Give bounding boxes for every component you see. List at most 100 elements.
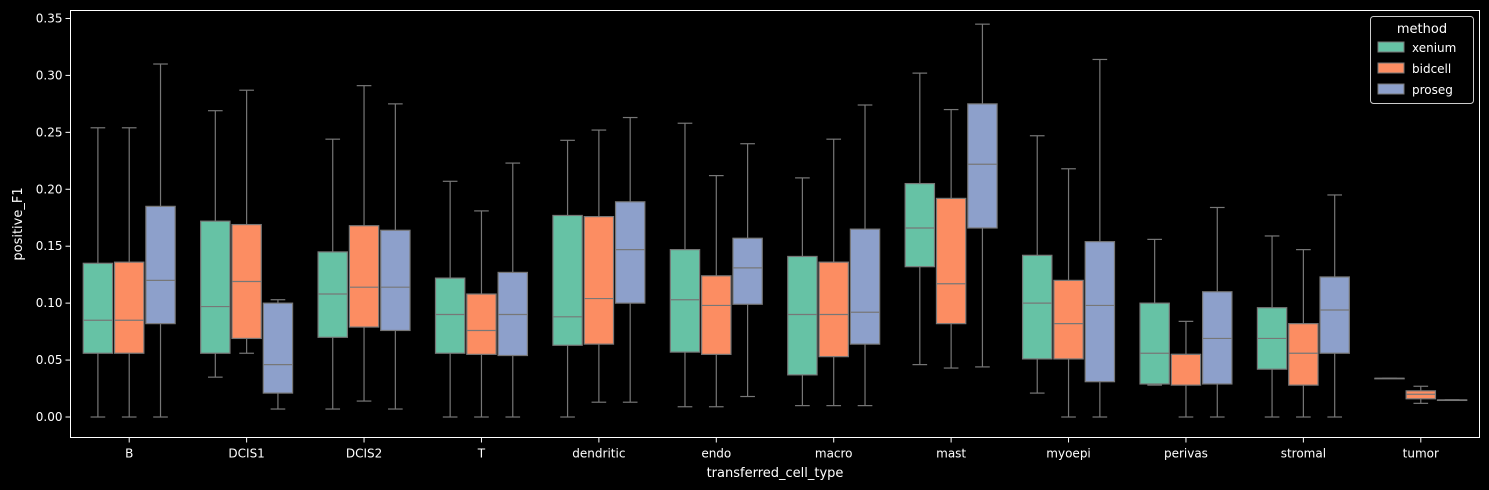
- box-bidcell-tumor: [1405, 385, 1437, 404]
- y-tick-label: 0.10: [36, 296, 63, 310]
- box-xenium-myoepi: [1021, 135, 1053, 394]
- x-tick-label: endo: [701, 447, 731, 461]
- box-proseg-mast: [967, 23, 998, 368]
- box-proseg-stromal: [1319, 194, 1350, 418]
- legend-swatch-xenium: [1377, 41, 1405, 53]
- box-xenium-DCIS2: [317, 138, 348, 410]
- box-proseg-DCIS2: [380, 103, 411, 410]
- box-bidcell-macro: [818, 138, 849, 407]
- box-bidcell-endo: [701, 175, 732, 408]
- box-xenium-DCIS1: [200, 110, 231, 378]
- y-tick-label: 0.35: [36, 11, 63, 25]
- box-xenium-B: [82, 127, 114, 418]
- legend-label-xenium: xenium: [1412, 41, 1456, 55]
- box-iqr: [1288, 323, 1319, 386]
- box-iqr: [145, 205, 176, 325]
- box-xenium-macro: [787, 177, 818, 407]
- box-bidcell-DCIS1: [231, 89, 262, 354]
- box-iqr: [434, 277, 466, 354]
- box-iqr: [1021, 254, 1053, 360]
- box-bidcell-T: [466, 210, 497, 418]
- box-iqr: [669, 249, 701, 353]
- box-bidcell-stromal: [1288, 249, 1319, 418]
- y-axis: 0.00 0.05 0.10 0.15 0.20 0.25 0.30 0.35: [36, 11, 71, 424]
- legend: method xenium bidcell proseg: [1370, 16, 1474, 104]
- box-xenium-dendritic: [552, 139, 583, 418]
- box-iqr: [380, 229, 411, 332]
- box-iqr: [701, 275, 732, 355]
- box-iqr: [1139, 302, 1170, 385]
- box-iqr: [1319, 276, 1350, 354]
- box-iqr: [1053, 279, 1084, 360]
- box-iqr: [787, 255, 818, 376]
- y-tick-label: 0.30: [36, 68, 63, 82]
- box-proseg-endo: [732, 143, 763, 398]
- y-tick-label: 0.20: [36, 182, 63, 196]
- box-xenium-T: [434, 180, 466, 418]
- y-tick-label: 0.15: [36, 239, 63, 253]
- box-xenium-mast: [904, 72, 936, 366]
- box-xenium-tumor: [1374, 377, 1405, 380]
- box-bidcell-B: [113, 127, 145, 418]
- x-tick-label: B: [125, 447, 133, 461]
- x-tick-label: dendritic: [572, 447, 625, 461]
- legend-items: xenium bidcell proseg: [1377, 41, 1456, 97]
- box-iqr: [904, 182, 936, 268]
- y-tick-label: 0.25: [36, 125, 63, 139]
- box-bidcell-mast: [935, 108, 967, 369]
- x-tick-label: perivas: [1164, 447, 1208, 461]
- x-tick-label: myoepi: [1046, 447, 1090, 461]
- box-iqr: [732, 237, 763, 305]
- x-axis-label: transferred_cell_type: [707, 466, 844, 481]
- box-proseg-myoepi: [1084, 58, 1116, 418]
- box-iqr: [113, 261, 145, 354]
- legend-swatch-bidcell: [1377, 62, 1405, 74]
- box-iqr: [935, 197, 967, 325]
- box-bidcell-DCIS2: [348, 85, 380, 402]
- box-proseg-macro: [849, 104, 881, 407]
- box-iqr: [348, 225, 380, 328]
- box-proseg-T: [497, 162, 529, 418]
- legend-title: method: [1397, 22, 1447, 37]
- plot-area: [82, 23, 1468, 418]
- legend-label-bidcell: bidcell: [1412, 62, 1451, 76]
- x-tick-label: T: [477, 447, 486, 461]
- box-proseg-tumor: [1436, 399, 1468, 402]
- box-iqr: [552, 214, 583, 346]
- y-tick-label: 0.00: [36, 410, 63, 424]
- box-xenium-endo: [669, 122, 701, 408]
- box-iqr: [466, 293, 497, 355]
- box-bidcell-myoepi: [1053, 168, 1084, 418]
- box-bidcell-perivas: [1170, 320, 1202, 418]
- box-iqr: [200, 220, 231, 354]
- box-iqr: [818, 261, 849, 358]
- x-tick-label: stromal: [1281, 447, 1326, 461]
- x-tick-label: DCIS1: [228, 447, 264, 461]
- box-xenium-perivas: [1139, 238, 1170, 386]
- box-iqr: [614, 201, 646, 304]
- box-proseg-perivas: [1202, 206, 1233, 418]
- x-tick-label: mast: [936, 447, 966, 461]
- box-bidcell-dendritic: [583, 129, 615, 403]
- box-iqr: [583, 215, 615, 345]
- box-xenium-stromal: [1256, 235, 1288, 418]
- legend-frame: [1370, 16, 1474, 104]
- box-iqr: [1084, 241, 1116, 383]
- y-axis-label: positive_F1: [11, 187, 26, 260]
- box-iqr: [262, 302, 294, 394]
- box-iqr: [1170, 353, 1202, 386]
- legend-label-proseg: proseg: [1412, 83, 1453, 97]
- x-tick-label: DCIS2: [346, 447, 382, 461]
- x-tick-label: tumor: [1403, 447, 1439, 461]
- box-proseg-B: [145, 63, 176, 418]
- x-tick-label: macro: [815, 447, 853, 461]
- box-iqr: [967, 103, 998, 229]
- box-iqr: [82, 262, 114, 354]
- y-tick-label: 0.05: [36, 353, 63, 367]
- legend-swatch-proseg: [1377, 83, 1405, 95]
- box-proseg-DCIS1: [262, 299, 294, 410]
- box-iqr: [849, 228, 881, 345]
- box-proseg-dendritic: [614, 116, 646, 403]
